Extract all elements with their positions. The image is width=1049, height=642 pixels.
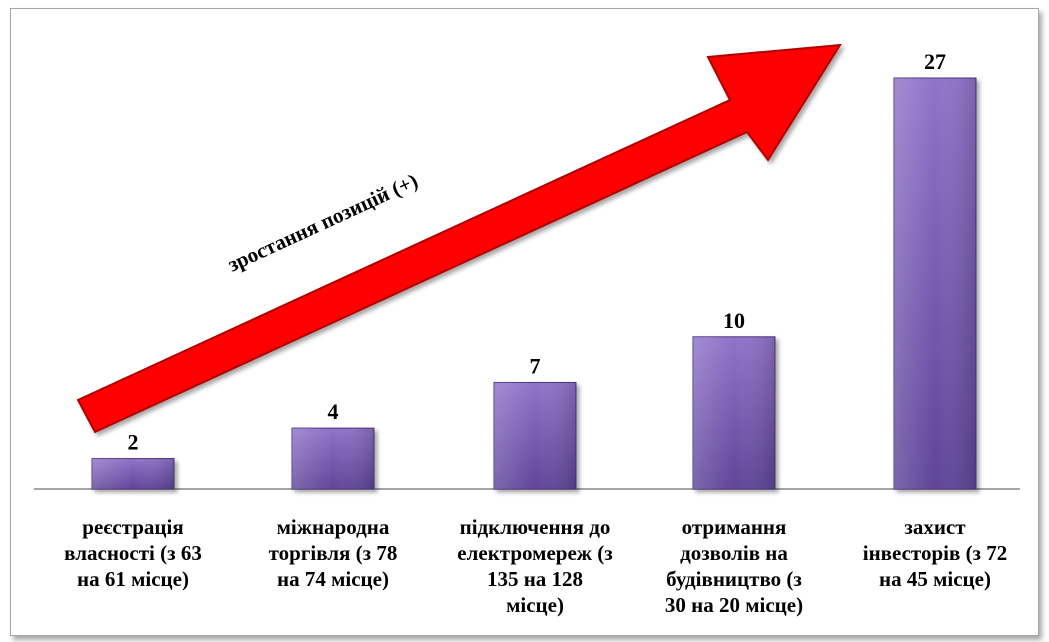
chart-frame [10, 8, 1039, 636]
value-label-5: 27 [924, 49, 946, 74]
category-label-1: реєстрація власності (з 63 на 61 місце) [64, 515, 202, 591]
category-label-4: отримання дозволів на будівництво (з 30 … [664, 515, 804, 617]
bar-shine-5 [894, 78, 976, 489]
category-label-2: міжнародна торгівля (з 78 на 74 місце) [268, 515, 398, 591]
growth-arrow-shape [76, 43, 842, 434]
value-labels: 2 4 7 10 27 [128, 49, 947, 455]
value-label-1: 2 [128, 430, 139, 455]
value-label-4: 10 [723, 308, 745, 333]
bar-shine-1 [92, 458, 174, 489]
bars [91, 77, 977, 490]
bar-shine-4 [693, 336, 775, 489]
value-label-2: 4 [328, 399, 339, 424]
value-label-3: 7 [530, 353, 541, 378]
bar-shine-3 [494, 382, 576, 489]
category-label-3: підключення до електромереж (з 135 на 12… [457, 515, 613, 617]
category-label-5: захист інвесторів (з 72 на 45 місце) [862, 515, 1008, 591]
bar-shine-2 [292, 428, 374, 489]
